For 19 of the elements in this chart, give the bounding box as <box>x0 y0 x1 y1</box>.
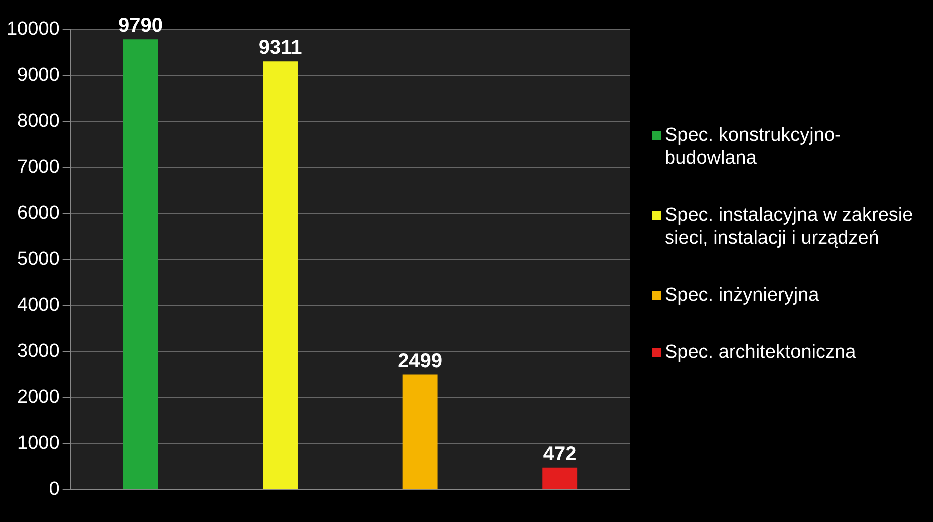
y-tick-label: 8000 <box>18 111 60 132</box>
data-label: 2499 <box>398 350 443 372</box>
data-label: 9790 <box>118 15 163 38</box>
y-tick-label: 1000 <box>18 432 60 454</box>
legend-label: Spec. inżynieryjna <box>665 284 820 307</box>
y-tick-label: 9000 <box>18 65 60 86</box>
legend-label: Spec. instalacyjna w zakresie sieci, instalacji i urządzeń <box>665 204 914 250</box>
data-label: 472 <box>543 443 577 466</box>
y-tick-label: 7000 <box>18 157 60 178</box>
y-tick-label: 2000 <box>18 386 60 408</box>
legend-label: Spec. konstrukcyjno-budowlana <box>665 124 842 170</box>
data-label: 9311 <box>258 37 302 60</box>
y-tick-label: 6000 <box>18 203 60 224</box>
y-tick-label: 10000 <box>6 19 60 40</box>
y-tick-label: 0 <box>49 478 60 500</box>
y-tick-label: 5000 <box>18 249 60 270</box>
y-tick-label: 4000 <box>18 294 60 316</box>
y-tick-label: 3000 <box>18 340 60 362</box>
legend-label: Spec. architektoniczna <box>665 341 856 364</box>
